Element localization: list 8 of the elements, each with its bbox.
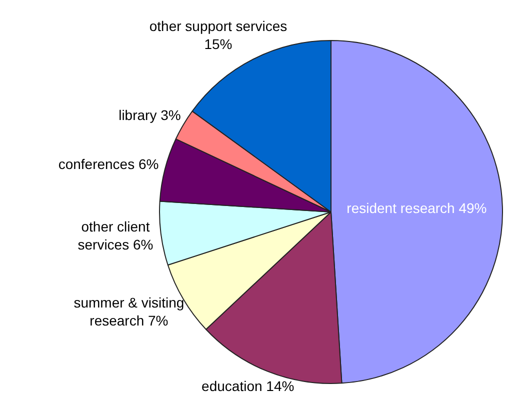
slice-label: conferences 6% xyxy=(58,156,159,172)
slice-label: other support services xyxy=(149,18,288,34)
slice-label: other client services 6% xyxy=(78,218,154,253)
data-label: 15% xyxy=(204,36,232,52)
slice-label: resident research 49% xyxy=(346,200,487,216)
slice-label: library 3% xyxy=(118,106,181,123)
slice-label: education 14% xyxy=(202,378,294,394)
slice-label: summer & visiting research 7% xyxy=(74,294,184,328)
